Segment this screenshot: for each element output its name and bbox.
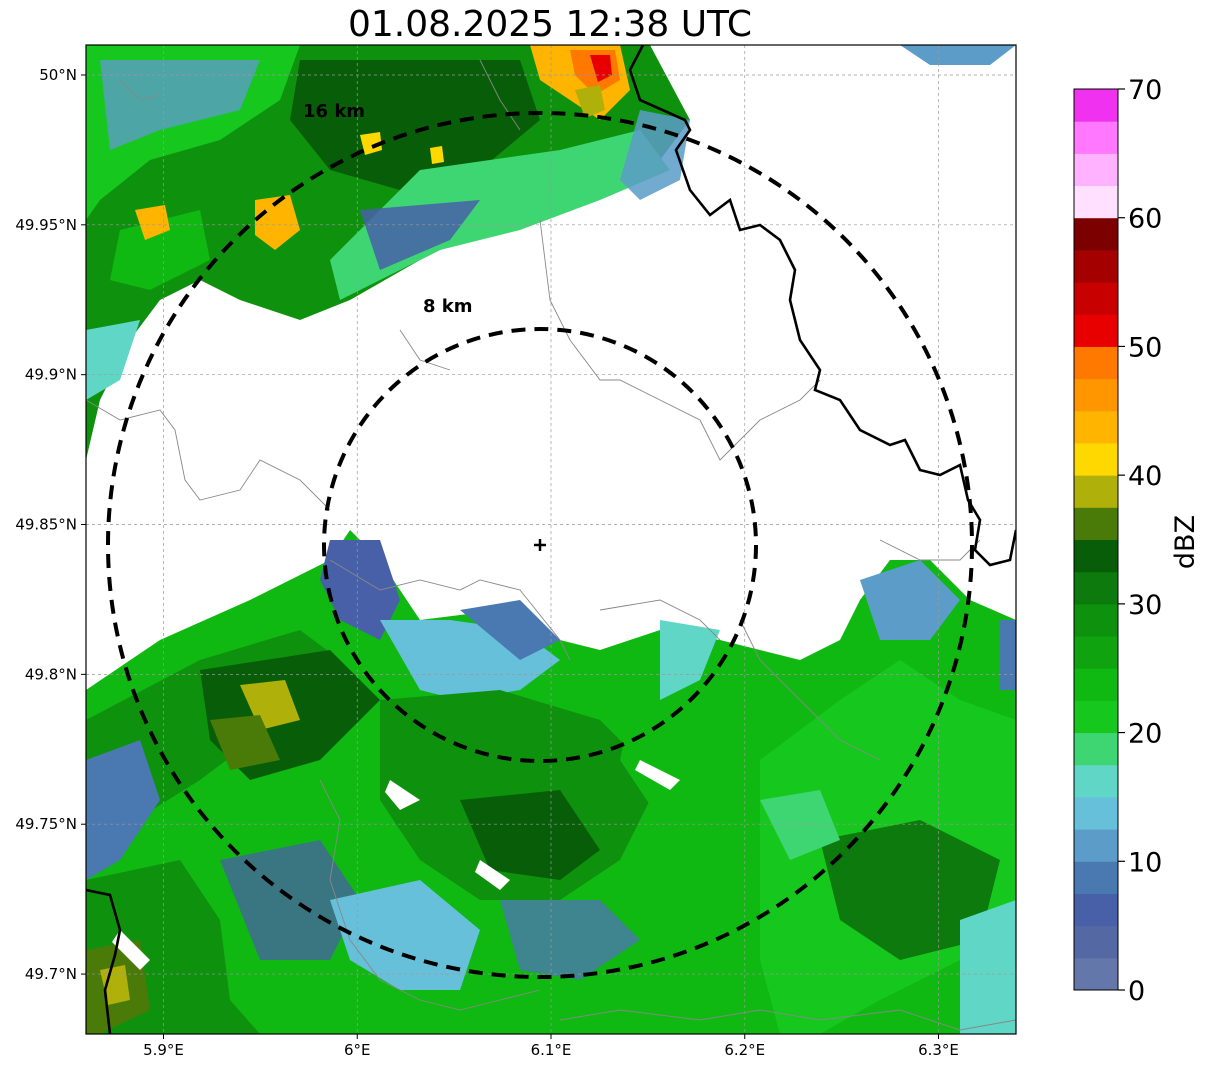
colorbar-segment-2	[1074, 893, 1118, 927]
colorbar-segment-14	[1074, 507, 1118, 540]
colorbar-frame	[1073, 88, 1119, 991]
colorbar-tick-label-1: 10	[1128, 847, 1162, 878]
colorbar-segment-5	[1074, 796, 1118, 830]
y-tick-label-1: 49.95°N	[15, 216, 77, 234]
colorbar-segment-13	[1074, 539, 1118, 573]
range-ring-8km	[322, 327, 758, 763]
colorbar-label: dBZ	[1170, 515, 1201, 569]
x-tick-label-4: 6.3°E	[918, 1041, 959, 1059]
x-tick-label-2: 6.1°E	[531, 1041, 572, 1059]
colorbar-segment-16	[1074, 442, 1118, 476]
colorbar-segment-7	[1074, 732, 1118, 766]
admin-borders	[86, 59, 1016, 1031]
colorbar-segment-18	[1074, 378, 1118, 412]
colorbar-tick-label-4: 40	[1128, 461, 1162, 492]
colorbar-segment-10	[1074, 636, 1118, 669]
range-label-8km: 8 km	[423, 296, 473, 317]
y-tick-label-3: 49.85°N	[15, 516, 77, 534]
x-tick-label-1: 6°E	[344, 1041, 371, 1059]
colorbar-segment-26	[1074, 121, 1118, 154]
x-tick-label-0: 5.9°E	[143, 1041, 184, 1059]
range-ring-16km	[106, 111, 974, 979]
radar-site-marker	[534, 539, 546, 551]
dbz-colorbar: 0 10 20 30 40 50 60 70	[1073, 75, 1162, 1007]
latitude-axis: 50°N 49.95°N 49.9°N 49.85°N 49.8°N 49.75°N 49.…	[15, 66, 86, 983]
y-tick-label-2: 49.9°N	[25, 366, 77, 384]
colorbar-tick-label-0: 0	[1128, 976, 1145, 1007]
colorbar-segment-12	[1074, 571, 1118, 605]
colorbar-segment-23	[1074, 217, 1118, 251]
colorbar-tick-label-7: 70	[1128, 75, 1162, 106]
colorbar-segment-27	[1074, 89, 1118, 122]
map-area: 16 km 8 km	[86, 45, 1016, 1034]
echo-band-north	[86, 45, 1016, 460]
y-tick-label-5: 49.75°N	[15, 815, 77, 833]
colorbar-segment-19	[1074, 346, 1118, 380]
colorbar-segment-3	[1074, 861, 1118, 894]
colorbar-segment-11	[1074, 603, 1118, 637]
colorbar-tick-label-5: 50	[1128, 332, 1162, 363]
colorbar-segment-24	[1074, 185, 1118, 219]
colorbar-segment-15	[1074, 475, 1118, 508]
colorbar-segment-17	[1074, 410, 1118, 444]
colorbar-tick-label-6: 60	[1128, 204, 1162, 235]
x-tick-label-3: 6.2°E	[724, 1041, 765, 1059]
colorbar-tick-label-2: 20	[1128, 719, 1162, 750]
colorbar-segment-8	[1074, 700, 1118, 734]
colorbar-segment-9	[1074, 668, 1118, 701]
colorbar-segment-1	[1074, 925, 1118, 959]
map-gridlines	[86, 45, 1016, 1034]
map-title: 01.08.2025 12:38 UTC	[347, 4, 753, 45]
colorbar-segment-4	[1074, 829, 1118, 862]
y-tick-label-6: 49.7°N	[25, 965, 77, 983]
colorbar-segment-6	[1074, 764, 1118, 798]
longitude-axis: 5.9°E 6°E 6.1°E 6.2°E 6.3°E	[143, 1034, 959, 1059]
colorbar-segment-0	[1074, 957, 1118, 991]
colorbar-segment-22	[1074, 249, 1118, 283]
y-tick-label-4: 49.8°N	[25, 665, 77, 683]
colorbar-segment-21	[1074, 282, 1118, 315]
colorbar-segment-25	[1074, 153, 1118, 187]
colorbar-segment-20	[1074, 314, 1118, 347]
y-tick-label-0: 50°N	[39, 66, 77, 84]
range-label-16km: 16 km	[303, 101, 365, 122]
colorbar-tick-label-3: 30	[1128, 590, 1162, 621]
